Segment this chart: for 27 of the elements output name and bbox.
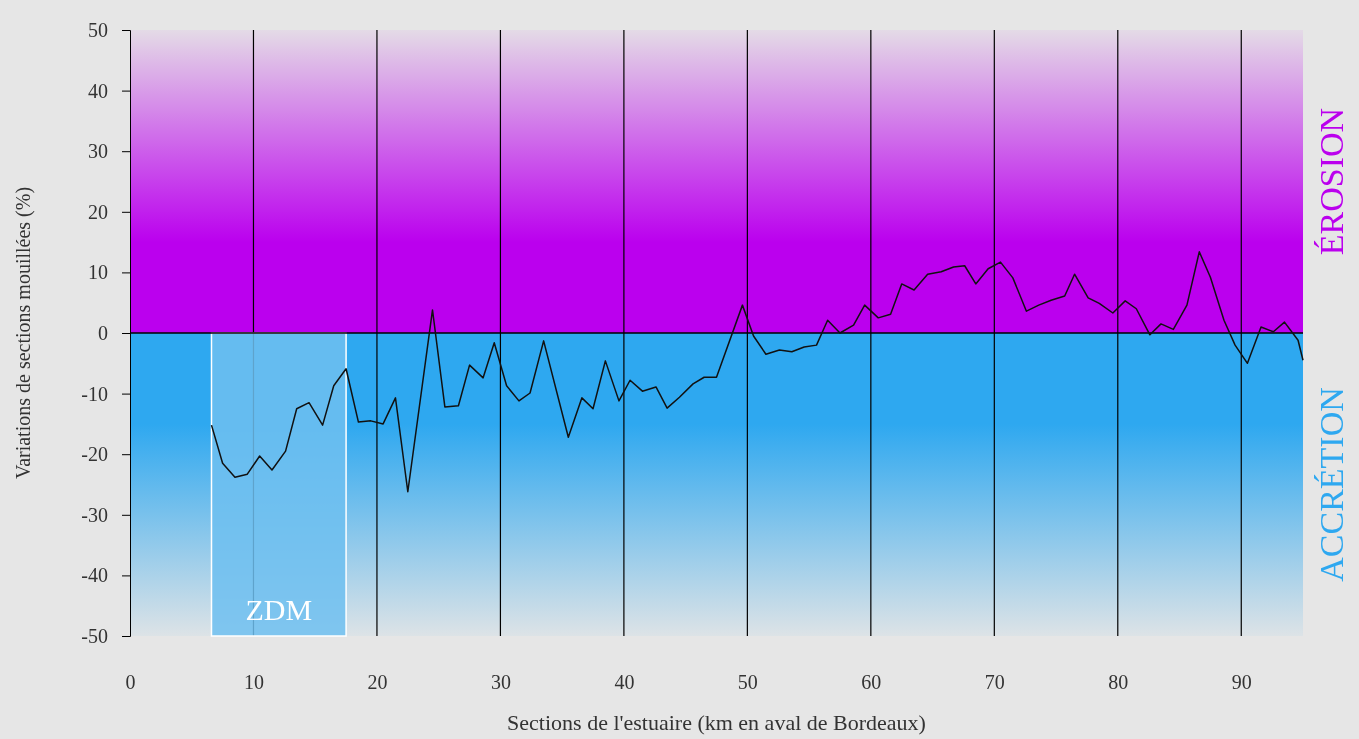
band-label: ACCRÉTION: [1313, 387, 1350, 582]
x-tick-label: 80: [1108, 671, 1129, 694]
x-tick-label: 40: [614, 671, 635, 694]
x-tick-label: 50: [737, 671, 758, 694]
x-tick-label: 90: [1231, 671, 1252, 694]
x-axis-title: Sections de l'estuaire (km en aval de Bordeaux): [507, 710, 926, 735]
x-tick-label: 10: [243, 671, 264, 694]
x-tick-label: 20: [367, 671, 388, 694]
y-tick-label: 40: [88, 79, 108, 102]
y-tick-label: 30: [88, 140, 108, 163]
y-tick-label: -30: [81, 503, 108, 526]
y-tick-label: 10: [88, 261, 108, 284]
line-series: [210, 251, 1304, 493]
y-tick-label: 50: [88, 18, 108, 41]
y-tick-label: 20: [88, 200, 108, 223]
y-tick-label: 0: [98, 321, 108, 344]
band-label: ZDM: [245, 593, 313, 626]
band-label: ÉROSION: [1313, 107, 1350, 256]
y-tick-label: -40: [81, 564, 108, 587]
y-tick-label: -20: [81, 443, 108, 466]
y-tick-label: -50: [81, 624, 108, 647]
y-tick-label: -10: [81, 382, 108, 405]
x-tick-label: 60: [861, 671, 882, 694]
x-tick-label: 0: [125, 671, 136, 694]
x-tick-label: 70: [984, 671, 1005, 694]
y-axis-title: Variations de sections mouillées (%): [12, 186, 35, 480]
x-tick-label: 30: [490, 671, 511, 694]
